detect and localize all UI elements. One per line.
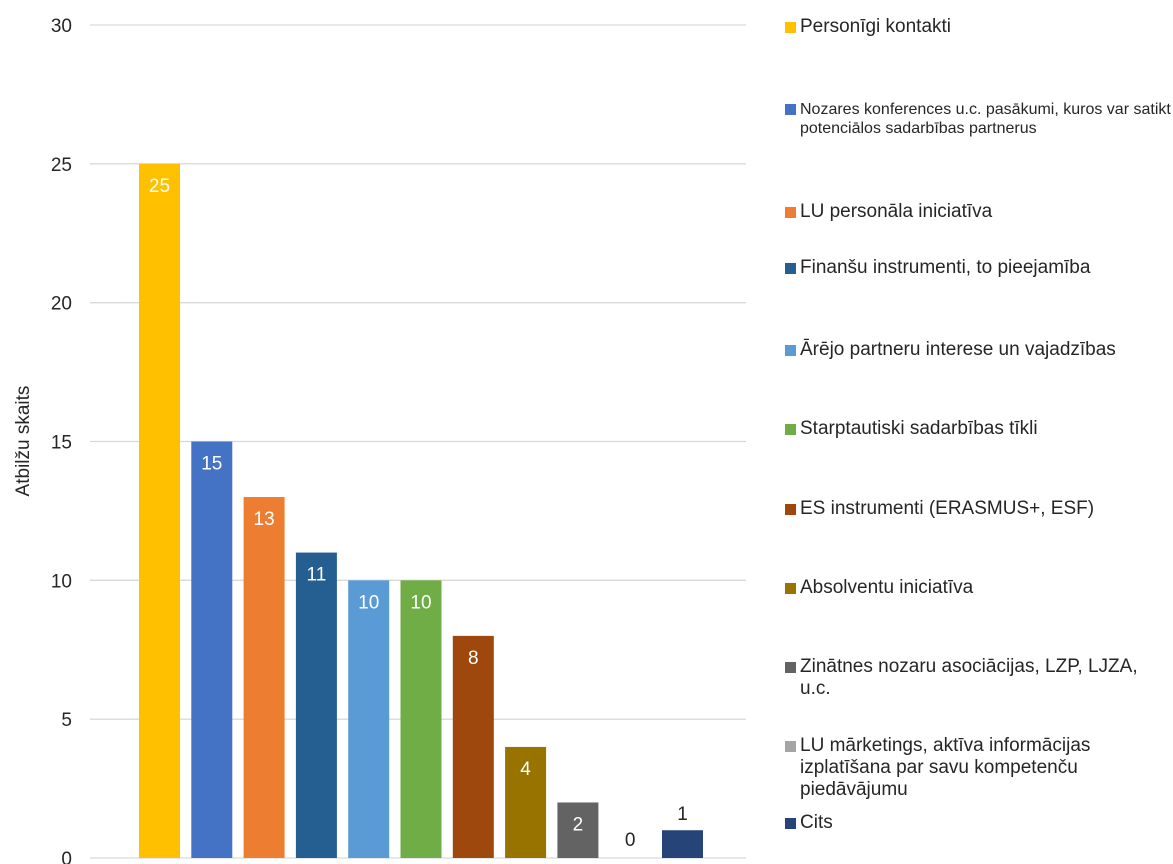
y-axis-label: Atbilžu skaits	[13, 386, 34, 497]
legend-item: Nozares konferences u.c. pasākumi, kuros…	[785, 100, 1173, 138]
legend-label: Absolventu iniciatīva	[800, 577, 974, 598]
legend-label: Ārējo partneru interese un vajadzības	[800, 339, 1116, 360]
legend-swatch	[785, 22, 796, 33]
bar	[452, 635, 494, 858]
legend-label: Nozares konferences u.c. pasākumi, kuros…	[800, 101, 1171, 137]
legend-item: Zinātnes nozaru asociācijas, LZP, LJZA, …	[785, 656, 1173, 700]
legend-swatch	[785, 104, 796, 115]
bar	[139, 163, 180, 859]
y-tick-label: 25	[51, 155, 72, 176]
y-tick-label: 10	[51, 571, 72, 592]
legend: Personīgi kontakti Nozares konferences u.…	[785, 0, 1173, 864]
legend-label: LU mārketings, aktīva informācijas izpla…	[800, 735, 1091, 800]
bar	[191, 441, 233, 858]
y-tick-label: 30	[51, 16, 72, 37]
legend-label: Zinātnes nozaru asociācijas, LZP, LJZA, …	[800, 656, 1138, 699]
data-label: 2	[573, 814, 584, 835]
legend-swatch	[785, 583, 796, 594]
data-label: 0	[625, 830, 636, 851]
data-label: 8	[468, 648, 479, 669]
bar	[662, 830, 703, 858]
legend-swatch	[785, 662, 796, 673]
bar	[243, 497, 285, 858]
data-label: 25	[149, 176, 170, 197]
data-label: 10	[358, 592, 379, 613]
legend-item: ES instrumenti (ERASMUS+, ESF)	[785, 498, 1173, 520]
y-tick-label: 5	[61, 710, 72, 731]
data-labels: 25 15 13 11 10 10 8 4 2 0 1	[149, 176, 688, 851]
legend-swatch	[785, 504, 796, 515]
legend-label: Cits	[800, 812, 833, 833]
bar	[348, 580, 390, 858]
data-label: 11	[307, 565, 327, 586]
legend-swatch	[785, 207, 796, 218]
legend-item: Absolventu iniciatīva	[785, 577, 1173, 599]
legend-label: Starptautiski sadarbības tīkli	[800, 418, 1038, 439]
legend-item: Personīgi kontakti	[785, 16, 1173, 38]
legend-label: Personīgi kontakti	[800, 16, 952, 37]
legend-label: Finanšu instrumenti, to pieejamība	[800, 257, 1091, 278]
data-label: 4	[520, 759, 531, 780]
data-label: 15	[201, 454, 222, 475]
bars	[139, 163, 703, 859]
data-label: 1	[677, 804, 688, 825]
bar	[505, 746, 547, 858]
legend-item: Ārējo partneru interese un vajadzības	[785, 339, 1173, 361]
legend-item: LU mārketings, aktīva informācijas izpla…	[785, 735, 1173, 801]
legend-item: LU personāla iniciatīva	[785, 201, 1173, 223]
data-label: 10	[410, 592, 431, 613]
bar	[400, 580, 442, 858]
legend-swatch	[785, 345, 796, 356]
legend-swatch	[785, 741, 796, 752]
legend-label: ES instrumenti (ERASMUS+, ESF)	[800, 498, 1095, 519]
legend-label: LU personāla iniciatīva	[800, 201, 993, 222]
bar	[557, 802, 599, 858]
legend-swatch	[785, 818, 796, 829]
y-tick-label: 15	[51, 433, 72, 454]
legend-item: Cits	[785, 812, 1173, 834]
y-tick-label: 0	[61, 849, 72, 864]
y-axis-ticks: 0 5 10 15 20 25 30	[51, 16, 72, 864]
legend-item: Finanšu instrumenti, to pieejamība	[785, 257, 1173, 279]
y-tick-label: 20	[51, 294, 72, 315]
legend-swatch	[785, 424, 796, 435]
data-label: 13	[254, 509, 275, 530]
bar	[295, 552, 337, 858]
legend-item: Starptautiski sadarbības tīkli	[785, 418, 1173, 440]
legend-swatch	[785, 263, 796, 274]
